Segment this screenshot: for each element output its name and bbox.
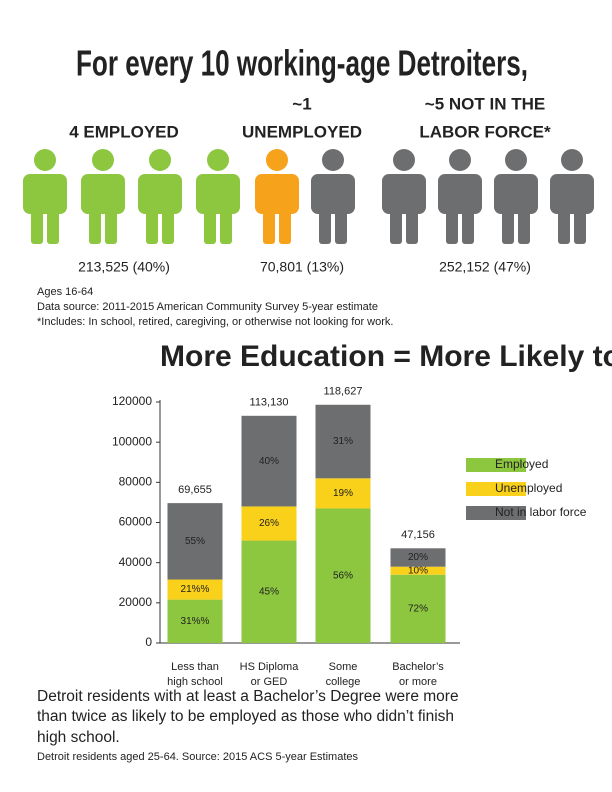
person-icon [81, 149, 125, 244]
bar-segment [390, 574, 446, 643]
bar-segment [241, 506, 297, 541]
segment-label: 40% [259, 456, 279, 467]
segment-label: 26% [259, 518, 279, 529]
segment-label: 21%% [181, 584, 210, 595]
group-label: LABOR FORCE* [419, 122, 551, 141]
source: Detroit residents aged 25-64. Source: 20… [37, 751, 359, 763]
group-label: UNEMPLOYED [242, 122, 362, 141]
bar-segment [241, 540, 297, 643]
total-label: 69,655 [178, 484, 212, 496]
caption: high school. [37, 729, 120, 746]
chart-title: More Education = More Likely to be Emplo… [160, 340, 612, 373]
segment-label: 72% [408, 603, 428, 614]
legend-swatch [466, 458, 526, 472]
person-icon [196, 149, 240, 244]
segment-label: 56% [333, 570, 353, 581]
note: Data source: 2011-2015 American Communit… [37, 301, 378, 313]
person-icon [438, 149, 482, 244]
total-label: 113,130 [250, 397, 289, 409]
bar-segment [167, 599, 223, 643]
bar-segment [390, 566, 446, 575]
person-icon [255, 149, 299, 244]
x-tick-label: HS Diploma [240, 661, 300, 673]
person-icon [138, 149, 182, 244]
segment-label: 19% [333, 488, 353, 499]
legend-label: Unemployed [495, 481, 562, 495]
segment-label: 31%% [181, 616, 210, 627]
bar-segment [390, 548, 446, 567]
x-tick-label: Less than [171, 661, 219, 673]
legend-label: Not in labor force [495, 505, 587, 519]
group-count: 252,152 (47%) [439, 259, 531, 275]
person-icon [494, 149, 538, 244]
legend-label: Employed [495, 457, 548, 471]
group-label: ~5 NOT IN THE [425, 94, 545, 113]
y-tick-label: 40000 [119, 555, 153, 569]
x-tick-label: or more [399, 676, 437, 688]
bar-segment [167, 579, 223, 600]
y-tick-label: 0 [145, 635, 152, 649]
x-tick-label: Bachelor’s [392, 661, 444, 673]
group-count: 213,525 (40%) [78, 259, 170, 275]
legend-swatch [466, 482, 526, 496]
bar-segment [315, 508, 371, 643]
y-tick-label: 20000 [119, 595, 153, 609]
legend-swatch [466, 506, 526, 520]
caption: than twice as likely to be employed as t… [37, 708, 454, 725]
bar-segment [241, 415, 297, 507]
total-label: 47,156 [401, 529, 435, 541]
segment-label: 45% [259, 586, 279, 597]
y-tick-label: 120000 [112, 394, 152, 408]
caption: Detroit residents with at least a Bachel… [37, 688, 459, 705]
segment-label: 31% [333, 436, 353, 447]
y-tick-label: 100000 [112, 434, 152, 448]
group-label: 4 EMPLOYED [69, 122, 179, 141]
segment-label: 20% [408, 552, 428, 563]
total-label: 118,627 [324, 386, 363, 398]
bar-segment [167, 503, 223, 580]
person-icon [23, 149, 67, 244]
x-tick-label: or GED [251, 676, 288, 688]
note: Ages 16-64 [37, 286, 93, 298]
y-tick-label: 60000 [119, 515, 153, 529]
person-icon [550, 149, 594, 244]
segment-label: 55% [185, 536, 205, 547]
note: *Includes: In school, retired, caregivin… [37, 316, 393, 328]
x-tick-label: college [326, 676, 361, 688]
x-tick-label: Some [329, 661, 358, 673]
bar-segment [315, 478, 371, 509]
x-tick-label: high school [167, 676, 223, 688]
person-icon [382, 149, 426, 244]
group-count: 70,801 (13%) [260, 259, 344, 275]
segment-label: 10% [408, 565, 428, 576]
bar-segment [315, 404, 371, 479]
group-label: ~1 [292, 94, 311, 113]
y-tick-label: 80000 [119, 475, 153, 489]
main-title: For every 10 working-age Detroiters, [76, 43, 528, 84]
person-icon [311, 149, 355, 244]
